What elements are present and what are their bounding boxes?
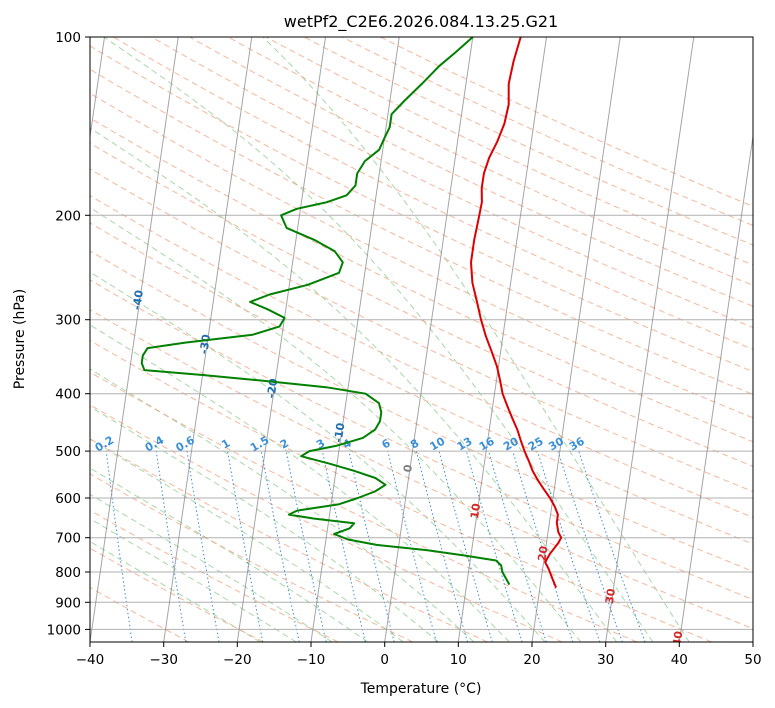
moist-adiabat (90, 324, 510, 642)
dry-adiabat (90, 195, 753, 518)
isotherm-gridline (531, 37, 621, 642)
dry-adiabat (151, 37, 753, 329)
isotherm-label: -30 (197, 333, 213, 355)
isotherm-label: -50 (63, 245, 79, 267)
mixing-ratio-line (387, 450, 437, 642)
dry-adiabat (265, 37, 753, 266)
isotherm-label: 10 (468, 502, 483, 519)
isotherm-gridline (752, 638, 753, 642)
y-tick-label: 400 (55, 387, 81, 403)
dewpoint-profile (140, 37, 511, 586)
y-tick-label: 600 (55, 491, 81, 507)
mixing-ratio-line (537, 450, 601, 642)
isotherm-gridline (90, 37, 179, 642)
plot-frame (89, 36, 754, 643)
dry-adiabat (90, 371, 638, 642)
x-tick-label: −20 (223, 652, 252, 668)
mixing-ratio-line (321, 451, 366, 642)
mixing-ratio-line (415, 450, 468, 642)
mixing-ratio-line (260, 451, 300, 642)
mixing-ratio-line (186, 451, 220, 642)
dry-adiabat (90, 222, 753, 545)
x-tick-label: 10 (450, 652, 467, 668)
y-tick-label: 100 (55, 30, 81, 46)
dry-adiabat (90, 309, 753, 630)
moist-adiabat (262, 37, 690, 642)
mixing-ratio-line (512, 450, 574, 642)
y-tick-label: 800 (55, 565, 81, 581)
dry-adiabat (90, 68, 753, 395)
isotherm-label: -10 (332, 422, 348, 444)
dry-adiabat (90, 586, 190, 642)
moist-adiabat (90, 518, 297, 642)
mixing-ratio-line (578, 450, 646, 642)
mixing-ratio-line (465, 450, 523, 642)
y-tick-label: 900 (55, 595, 81, 611)
dry-adiabat (90, 509, 339, 642)
x-axis-label: Temperature (°C) (360, 681, 482, 697)
x-tick-label: 50 (744, 652, 761, 668)
isotherm-label: 40 (670, 630, 685, 647)
x-tick-label: −10 (297, 652, 326, 668)
x-tick-label: 40 (671, 652, 688, 668)
mixing-ratio-line (285, 451, 327, 642)
dry-adiabat (189, 37, 753, 307)
mixing-ratio-label: 1 (219, 437, 232, 452)
x-tick-label: −40 (76, 652, 105, 668)
y-axis-label: Pressure (hPa) (12, 289, 28, 389)
moist-adiabat (90, 493, 333, 642)
dry-adiabat (90, 547, 264, 642)
moist-adiabat (90, 438, 404, 642)
dry-adiabat (90, 45, 753, 373)
isotherm-gridline (457, 37, 547, 642)
x-tick-label: 30 (597, 652, 614, 668)
moist-adiabat (90, 127, 618, 642)
y-tick-label: 700 (55, 531, 81, 547)
mixing-ratio-line (557, 450, 623, 642)
dry-adiabat (90, 250, 753, 572)
isotherm-gridline (605, 37, 695, 642)
isotherm-label: 20 (535, 545, 550, 562)
moist-adiabat (103, 37, 654, 642)
mixing-ratio-line (438, 450, 493, 642)
y-tick-label: 300 (55, 313, 81, 329)
isotherm-gridline (678, 132, 753, 642)
dry-adiabat (90, 404, 563, 642)
mixing-ratio-label: 6 (379, 436, 392, 451)
isotherm-gridline (236, 37, 326, 642)
isotherm-label: 0 (401, 463, 415, 473)
isotherm-label: -40 (130, 289, 146, 311)
moist-adiabat (90, 467, 368, 642)
isotherm-label: 30 (603, 587, 618, 604)
mixing-ratio-line (227, 451, 264, 642)
y-tick-label: 200 (55, 208, 81, 224)
x-tick-label: 0 (380, 652, 389, 668)
moist-adiabat (90, 271, 546, 642)
x-tick-label: 20 (523, 652, 540, 668)
moist-adiabat (90, 368, 475, 642)
dry-adiabat (90, 92, 753, 419)
x-tick-label: −30 (149, 652, 178, 668)
mixing-ratio-line (488, 450, 547, 642)
mixing-ratio-line (155, 451, 187, 642)
y-tick-label: 500 (55, 444, 81, 460)
isotherm-gridline (310, 37, 400, 642)
isotherm-gridline (90, 37, 105, 140)
dry-adiabat (90, 279, 753, 601)
moist-adiabat (90, 207, 582, 642)
dry-adiabat (90, 142, 753, 467)
y-tick-label: 1000 (47, 622, 81, 638)
chart-title: wetPf2_C2E6.2026.084.13.25.G21 (284, 12, 558, 32)
temperature-profile (470, 37, 563, 588)
isotherm-label: -60 (0, 200, 12, 222)
moist-adiabat (90, 541, 261, 642)
dry-adiabat (90, 168, 753, 493)
dry-adiabat (90, 339, 712, 642)
dry-adiabat (90, 117, 753, 443)
dry-adiabat (342, 37, 753, 227)
isotherm-gridline (384, 37, 474, 642)
